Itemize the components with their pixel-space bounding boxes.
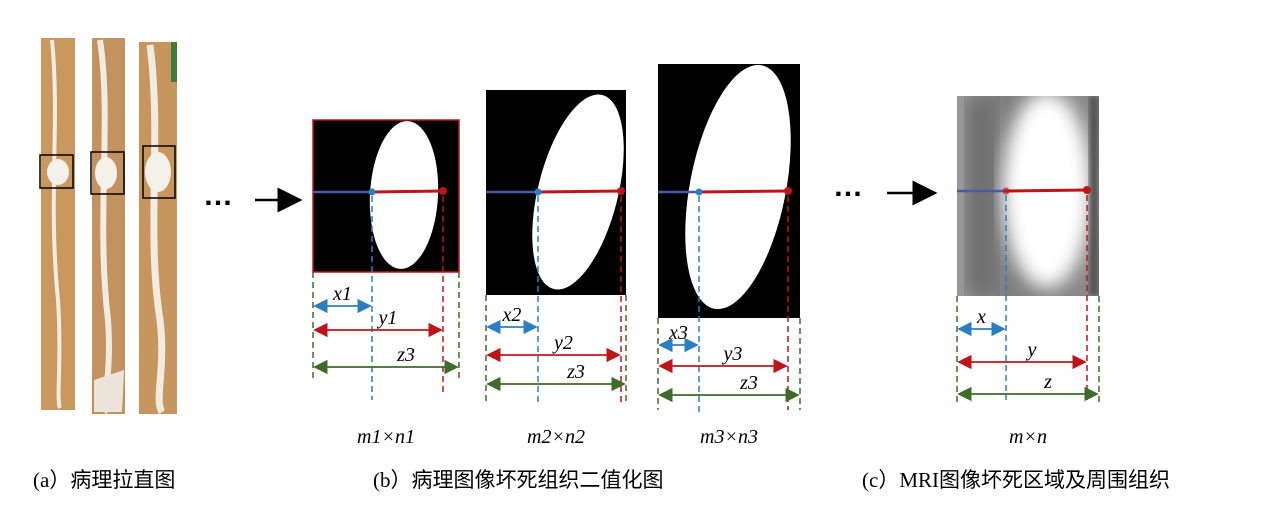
caption: (c）MRI图像坏死区域及周围组织 xyxy=(862,468,1170,492)
point xyxy=(617,187,625,195)
necrosis xyxy=(369,121,439,269)
dimension-label: x2 xyxy=(502,304,522,326)
point xyxy=(695,188,703,196)
size-label: m3×n3 xyxy=(700,426,758,448)
border xyxy=(312,119,460,273)
width-line xyxy=(698,189,789,194)
binary-image-panel: x3 y3 z3 m3×n3 xyxy=(657,64,801,448)
dimension-label: y xyxy=(1026,339,1037,361)
caption: (b）病理图像坏死组织二值化图 xyxy=(373,468,664,492)
image xyxy=(957,96,1099,296)
dimension-label: x xyxy=(976,306,986,328)
point xyxy=(368,188,376,196)
binary-image-panel: x yz m×n xyxy=(956,96,1100,448)
dimension-label: x1 xyxy=(332,283,352,305)
point xyxy=(1002,187,1010,195)
caption: (a）病理拉直图 xyxy=(33,468,175,492)
point xyxy=(784,187,792,195)
mri-dark xyxy=(967,96,997,296)
width-line xyxy=(537,189,622,194)
dimension-label: y1 xyxy=(377,307,398,329)
dimension-label: z3 xyxy=(739,372,758,394)
image xyxy=(658,64,800,318)
point xyxy=(439,187,447,195)
dimension-label: x3 xyxy=(668,322,688,344)
size-label: m2×n2 xyxy=(527,426,585,448)
dimension-label: y3 xyxy=(722,343,743,365)
size-label: m×n xyxy=(1009,426,1047,448)
size-label: m1×n1 xyxy=(357,426,415,448)
straightened-pathology xyxy=(39,38,177,414)
dimension-label: z xyxy=(1043,371,1052,393)
binary-image-panel: x1 y1 z3 m1×n1 xyxy=(312,119,460,448)
dimension-label: y2 xyxy=(552,332,573,354)
ellipsis: … xyxy=(203,179,233,212)
image xyxy=(313,120,459,272)
dimension-label: z3 xyxy=(396,344,415,366)
ellipsis: … xyxy=(833,170,863,203)
dimension-label: z3 xyxy=(566,361,585,383)
width-line xyxy=(371,189,444,194)
mri-edge xyxy=(1089,96,1099,296)
point xyxy=(534,188,542,196)
necrosis xyxy=(685,64,791,310)
width-line xyxy=(1005,188,1088,193)
binary-image-panel: x2 y2 z3 m2×n2 xyxy=(485,90,627,448)
point xyxy=(1083,186,1091,194)
